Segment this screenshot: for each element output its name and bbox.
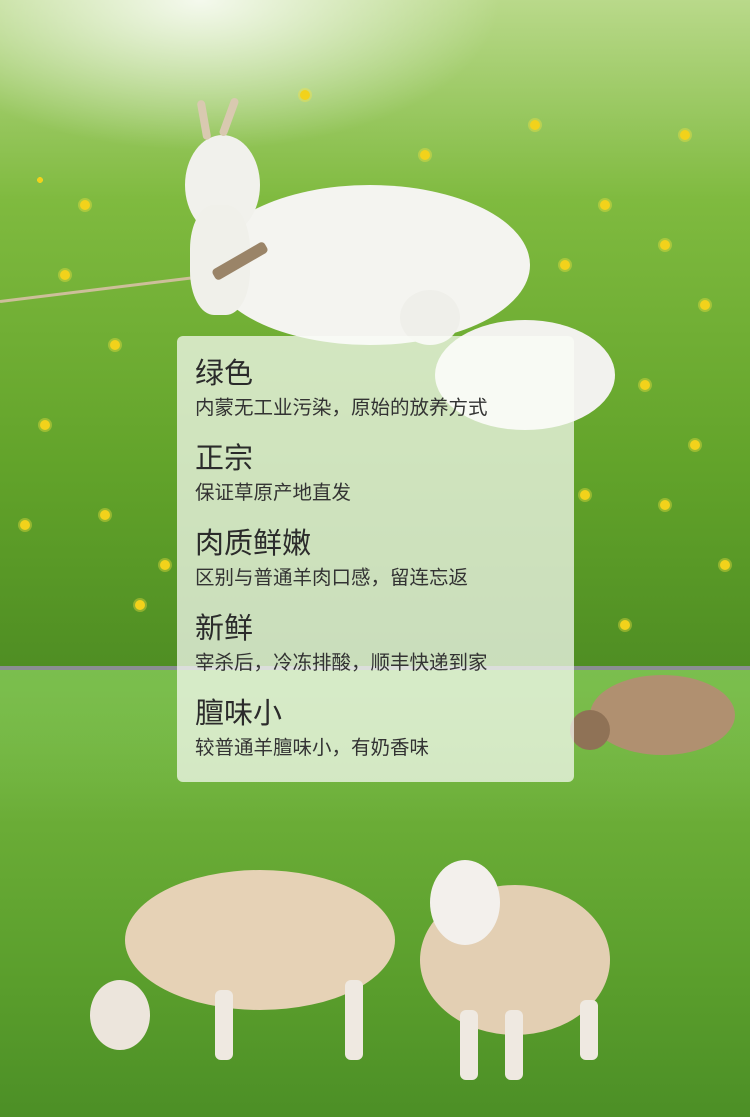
feature-panel: 绿色 内蒙无工业污染，原始的放养方式 正宗 保证草原产地直发 肉质鲜嫩 区别与普… (177, 336, 574, 782)
feature-desc: 内蒙无工业污染，原始的放养方式 (195, 396, 488, 419)
feature-desc: 区别与普通羊肉口感，留连忘返 (195, 566, 469, 589)
feature-title: 新鲜 (195, 611, 254, 645)
feature-fresh: 新鲜 宰杀后，冷冻排酸，顺丰快递到家 (195, 611, 488, 676)
goat (150, 95, 550, 395)
feature-authentic: 正宗 保证草原产地直发 (195, 441, 351, 506)
feature-title: 肉质鲜嫩 (195, 526, 312, 560)
feature-title: 膻味小 (195, 696, 283, 730)
feature-title: 正宗 (195, 441, 254, 475)
standing-sheep (410, 860, 610, 1085)
feature-title: 绿色 (195, 356, 254, 390)
feature-mild-flavor: 膻味小 较普通羊膻味小，有奶香味 (195, 696, 429, 761)
feature-desc: 宰杀后，冷冻排酸，顺丰快递到家 (195, 651, 488, 674)
feature-green: 绿色 内蒙无工业污染，原始的放养方式 (195, 356, 488, 421)
grazing-sheep (85, 870, 405, 1070)
distant-sheep (570, 670, 740, 790)
feature-desc: 较普通羊膻味小，有奶香味 (195, 736, 430, 759)
feature-tender-meat: 肉质鲜嫩 区别与普通羊肉口感，留连忘返 (195, 526, 468, 591)
feature-desc: 保证草原产地直发 (195, 481, 352, 504)
